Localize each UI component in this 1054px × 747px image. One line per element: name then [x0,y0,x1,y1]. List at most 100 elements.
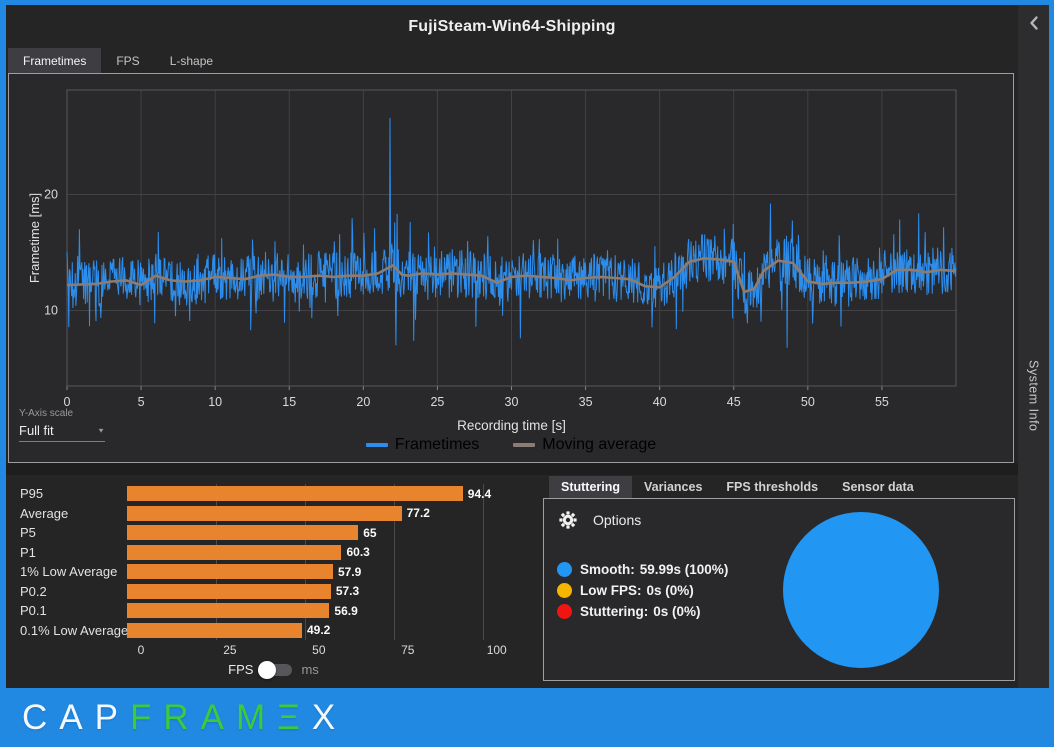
stutter-label: Stuttering: [580,604,649,619]
svg-text:0: 0 [64,395,71,409]
bar-value: 57.9 [337,564,362,579]
system-info-tab[interactable]: System Info [1018,360,1049,432]
toggle-knob[interactable] [258,660,277,679]
svg-text:10: 10 [44,304,58,318]
bar [127,583,331,599]
status-dot [557,604,572,619]
bar-value: 49.2 [307,623,331,638]
bar-value: 60.3 [346,545,370,560]
bar-value: 94.4 [467,486,492,501]
svg-text:30: 30 [505,395,519,409]
legend-moving-average[interactable]: Moving average [513,436,656,454]
stutter-pie-chart [783,512,939,668]
bar-row: 57.9 [127,562,519,582]
bar-value: 57.3 [335,584,360,599]
legend-frametimes[interactable]: Frametimes [365,436,480,454]
tab-sensor-data[interactable]: Sensor data [842,480,914,494]
system-info-label: System Info [1026,360,1041,432]
bar-label: 1% Low Average [20,564,118,580]
bar-label: P0.2 [20,583,47,599]
tab-fps-thresholds[interactable]: FPS thresholds [726,480,819,494]
svg-text:35: 35 [579,395,593,409]
tab-fps[interactable]: FPS [116,53,140,68]
bar [127,622,302,638]
stutter-legend: Smooth: 59.99s (100%) Low FPS: 0s (0%) Stutt… [557,559,728,622]
options-row[interactable]: Options [558,510,641,530]
performance-bar-pane: P95 Average P5 P1 1% Low Average P0.2 P0.1 0.1%… [6,475,541,688]
stutter-value: 0s (0%) [653,604,701,619]
svg-text:20: 20 [44,187,58,201]
bar-tick-label: 75 [401,643,415,657]
bar-row: 65 [127,523,519,543]
gear-icon[interactable] [558,510,578,530]
stutter-legend-item: Low FPS: 0s (0%) [557,580,728,601]
svg-text:10: 10 [208,395,222,409]
unit-toggle-row: FPS ms [6,660,541,679]
main-column: FujiSteam-Win64-Shipping Frametimes FPS L-… [6,5,1018,688]
frametime-chart-panel: 0 5 10 15 20 25 30 35 40 45 50 55 10 20 Frametime [ms]… [8,73,1014,463]
bar-label: 0.1% Low Average [20,622,129,638]
collapse-sidebar-button[interactable] [1018,15,1049,31]
status-dot [557,562,572,577]
bar-tick-label: 0 [137,643,145,657]
bar [127,486,463,502]
chart-tab-bar: Frametimes FPS L-shape [6,48,1018,73]
svg-text:15: 15 [282,395,296,409]
bar [127,603,330,619]
analysis-pane: Stuttering Variances FPS thresholds Sensor … [541,475,1018,688]
bar [127,564,333,580]
bar-row: 60.3 [127,543,519,563]
bar-row: 94.4 [127,484,519,504]
fps-ms-toggle[interactable] [258,660,293,679]
ms-unit-label: ms [301,662,319,677]
section-divider [6,463,1018,475]
logo-segment: CAP [22,697,130,737]
capframex-logo: CAPFRAMΞX [22,698,347,738]
legend-label: Moving average [542,436,657,453]
bar-label: P95 [20,486,44,502]
fps-unit-label: FPS [228,662,254,677]
bar-value: 56.9 [334,603,358,618]
svg-text:40: 40 [653,395,667,409]
stutter-value: 0s (0%) [646,583,694,598]
legend-label: Frametimes [394,436,480,453]
svg-text:45: 45 [727,395,741,409]
bar-plot-area: 94.4 77.2 65 60.3 57.9 57.3 56.9 49.2 [127,484,519,640]
legend-swatch [513,443,536,447]
tab-frametimes[interactable]: Frametimes [8,48,102,73]
record-title: FujiSteam-Win64-Shipping [408,17,616,35]
bar-row: 57.3 [127,582,519,602]
bar-gridline [393,484,395,640]
bar [127,505,402,521]
chevron-left-icon [1029,16,1038,30]
y-axis-scale-dropdown[interactable]: Full fit ▼ [19,423,105,442]
logo-segment: X [311,697,348,737]
logo-segment: Ξ [277,697,312,737]
system-info-strip: System Info [1018,5,1049,688]
legend-swatch [365,443,388,447]
bar-label: P0.1 [20,603,47,619]
bar-tick-label: 25 [223,643,237,657]
svg-text:Frametime [ms]: Frametime [ms] [27,193,42,283]
stutter-legend-item: Stuttering: 0s (0%) [557,601,728,622]
logo-segment: FRAM [129,697,278,737]
bar-row: 77.2 [127,504,519,524]
stuttering-panel: Options Smooth: 59.99s (100%) Low FPS: 0s (… [543,498,1015,681]
bottom-section: P95 Average P5 P1 1% Low Average P0.2 P0.1 0.1%… [6,475,1018,688]
bar-axis-ticks: 0 25 50 75 100 [137,640,533,658]
analysis-tab-bar: Stuttering Variances FPS thresholds Sensor … [541,476,1018,498]
tab-stuttering[interactable]: Stuttering [549,476,633,498]
y-axis-scale-value: Full fit [19,423,54,438]
bar-category-labels: P95 Average P5 P1 1% Low Average P0.2 P0.1 0.1%… [6,484,129,640]
tab-l-shape[interactable]: L-shape [169,53,214,68]
bar-gridline [304,484,306,640]
stutter-legend-text: Low FPS: 0s (0%) [580,583,694,598]
bar-gridline [215,484,217,640]
options-label: Options [593,512,642,528]
bar-tick-label: 100 [486,643,507,657]
stutter-value: 59.99s (100%) [639,562,729,577]
tab-variances[interactable]: Variances [644,480,703,494]
chevron-down-icon: ▼ [97,426,105,435]
